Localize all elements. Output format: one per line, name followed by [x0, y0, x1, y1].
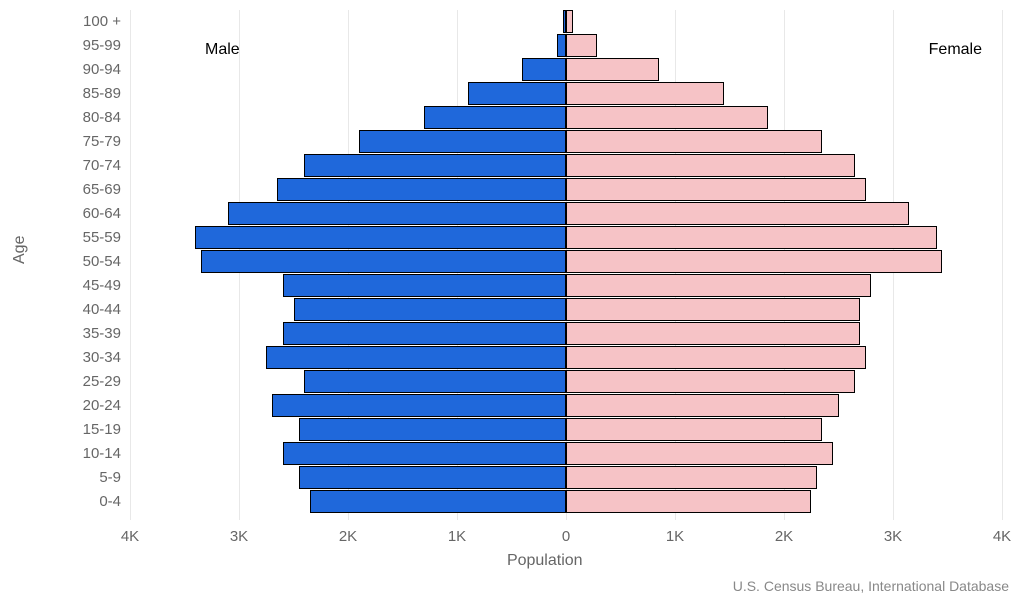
y-tick-label: 65-69 [61, 178, 121, 202]
x-tick-label: 1K [448, 528, 466, 545]
female-bar [566, 154, 855, 177]
male-bar [310, 490, 566, 513]
y-tick-label: 25-29 [61, 370, 121, 394]
female-bar [566, 274, 871, 297]
bar-row [130, 82, 1002, 106]
bar-row [130, 370, 1002, 394]
male-bar [283, 322, 566, 345]
y-tick-label: 80-84 [61, 106, 121, 130]
y-tick-label: 100 + [61, 10, 121, 34]
bar-row [130, 418, 1002, 442]
bar-row [130, 34, 1002, 58]
y-tick-label: 55-59 [61, 226, 121, 250]
male-bar [283, 274, 566, 297]
y-tick-label: 95-99 [61, 34, 121, 58]
male-bar [272, 394, 566, 417]
male-bar [304, 154, 566, 177]
male-bar [468, 82, 566, 105]
x-tick-label: 4K [121, 528, 139, 545]
bar-row [130, 466, 1002, 490]
male-bar [201, 250, 566, 273]
x-axis-title: Population [507, 552, 583, 570]
bar-row [130, 394, 1002, 418]
y-tick-label: 75-79 [61, 130, 121, 154]
y-tick-label: 60-64 [61, 202, 121, 226]
bar-row [130, 58, 1002, 82]
female-bar [566, 442, 833, 465]
bar-row [130, 106, 1002, 130]
male-bar [359, 130, 566, 153]
female-bar [566, 370, 855, 393]
y-tick-label: 70-74 [61, 154, 121, 178]
gridline [1002, 10, 1003, 520]
male-bar [304, 370, 566, 393]
female-bar [566, 226, 937, 249]
female-bar [566, 322, 860, 345]
female-bar [566, 10, 573, 33]
female-bar [566, 418, 822, 441]
female-bar [566, 58, 659, 81]
y-tick-label: 35-39 [61, 322, 121, 346]
female-bar [566, 202, 909, 225]
source-attribution: U.S. Census Bureau, International Databa… [733, 578, 1009, 594]
female-bar [566, 130, 822, 153]
male-bar [424, 106, 566, 129]
bar-row [130, 10, 1002, 34]
y-tick-label: 0-4 [61, 490, 121, 514]
female-bar [566, 250, 942, 273]
x-tick-label: 3K [884, 528, 902, 545]
y-tick-label: 90-94 [61, 58, 121, 82]
female-bar [566, 346, 866, 369]
female-bar [566, 34, 597, 57]
bar-row [130, 346, 1002, 370]
male-bar [266, 346, 566, 369]
plot-area: Male Female [130, 10, 1002, 520]
male-bar [299, 466, 566, 489]
male-bar [283, 442, 566, 465]
male-bar [277, 178, 566, 201]
y-tick-label: 45-49 [61, 274, 121, 298]
x-tick-label: 4K [993, 528, 1011, 545]
x-tick-label: 2K [339, 528, 357, 545]
bar-row [130, 154, 1002, 178]
male-bar [522, 58, 566, 81]
y-tick-label: 85-89 [61, 82, 121, 106]
bar-row [130, 250, 1002, 274]
bar-row [130, 490, 1002, 514]
male-bar [195, 226, 566, 249]
male-bar [294, 298, 567, 321]
female-bar [566, 178, 866, 201]
x-tick-label: 2K [775, 528, 793, 545]
y-tick-label: 30-34 [61, 346, 121, 370]
female-bar [566, 82, 724, 105]
male-bar [557, 34, 566, 57]
female-bar [566, 106, 768, 129]
female-bar [566, 394, 839, 417]
female-bar [566, 466, 817, 489]
x-tick-label: 0 [562, 528, 570, 545]
bar-row [130, 298, 1002, 322]
bar-row [130, 442, 1002, 466]
y-axis-title: Age [11, 236, 29, 264]
population-pyramid-chart: Age Male Female 100 +95-9990-9485-8980-8… [0, 0, 1029, 600]
y-tick-label: 5-9 [61, 466, 121, 490]
y-tick-label: 15-19 [61, 418, 121, 442]
y-tick-label: 20-24 [61, 394, 121, 418]
bar-row [130, 274, 1002, 298]
bar-row [130, 226, 1002, 250]
male-bar [299, 418, 566, 441]
y-tick-label: 40-44 [61, 298, 121, 322]
female-bar [566, 298, 860, 321]
bar-row [130, 322, 1002, 346]
female-bar [566, 490, 811, 513]
y-tick-label: 50-54 [61, 250, 121, 274]
y-tick-label: 10-14 [61, 442, 121, 466]
bar-row [130, 178, 1002, 202]
bar-row [130, 130, 1002, 154]
bar-row [130, 202, 1002, 226]
x-tick-label: 3K [230, 528, 248, 545]
x-tick-label: 1K [666, 528, 684, 545]
male-bar [228, 202, 566, 225]
